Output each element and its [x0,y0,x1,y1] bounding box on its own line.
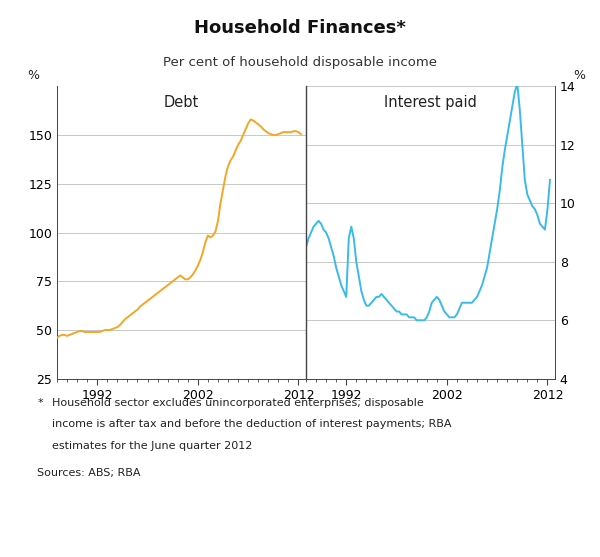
Text: income is after tax and before the deduction of interest payments; RBA: income is after tax and before the deduc… [52,419,452,429]
Text: %: % [27,69,39,82]
Text: Household Finances*: Household Finances* [194,19,406,37]
Text: %: % [573,69,585,82]
Text: Household sector excludes unincorporated enterprises; disposable: Household sector excludes unincorporated… [52,398,424,408]
Text: Debt: Debt [164,95,199,110]
Text: Per cent of household disposable income: Per cent of household disposable income [163,56,437,69]
Text: estimates for the June quarter 2012: estimates for the June quarter 2012 [52,441,253,451]
Text: Sources: ABS; RBA: Sources: ABS; RBA [37,468,140,478]
Text: Interest paid: Interest paid [384,95,477,110]
Text: *: * [37,398,43,408]
